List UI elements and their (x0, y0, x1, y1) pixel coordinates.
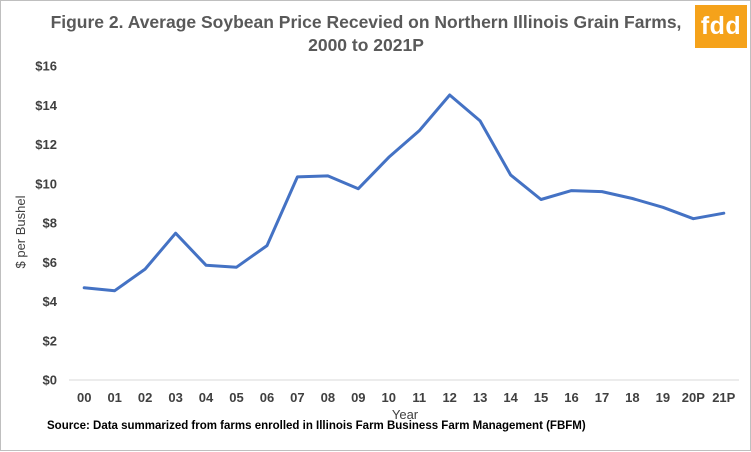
x-tick-label: 09 (351, 390, 365, 405)
chart-title-line-2: 2000 to 2021P (308, 35, 424, 55)
y-tick-label: $10 (35, 176, 57, 191)
x-tick-label: 16 (564, 390, 578, 405)
y-tick-label: $2 (43, 333, 57, 348)
x-tick-label: 01 (107, 390, 121, 405)
x-tick-label: 00 (77, 390, 91, 405)
x-tick-label: 04 (199, 390, 214, 405)
y-tick-label: $8 (43, 216, 57, 231)
x-tick-label: 02 (138, 390, 152, 405)
x-tick-label: 14 (503, 390, 518, 405)
x-tick-label: 12 (442, 390, 456, 405)
y-tick-label: $16 (35, 59, 57, 74)
x-tick-label: 08 (321, 390, 335, 405)
x-tick-label: 10 (382, 390, 396, 405)
y-axis-title: $ per Bushel (13, 195, 28, 268)
x-tick-label: 13 (473, 390, 487, 405)
x-tick-label: 21P (712, 390, 735, 405)
fdd-logo: fdd (695, 5, 747, 48)
x-tick-label: 20P (682, 390, 705, 405)
x-tick-label: 17 (595, 390, 609, 405)
y-tick-label: $4 (43, 294, 58, 309)
x-axis-title: Year (392, 407, 419, 422)
y-tick-label: $0 (43, 373, 57, 388)
chart-title-line-1: Figure 2. Average Soybean Price Recevied… (50, 12, 682, 32)
x-tick-label: 18 (625, 390, 639, 405)
x-tick-label: 05 (229, 390, 243, 405)
x-tick-label: 11 (412, 390, 426, 405)
chart-title: Figure 2. Average Soybean Price Recevied… (21, 11, 711, 57)
series-line (82, 93, 726, 293)
y-tick-label: $12 (35, 137, 57, 152)
x-tick-label: 19 (656, 390, 670, 405)
x-tick-label: 03 (168, 390, 182, 405)
x-tick-label: 07 (290, 390, 304, 405)
y-tick-label: $6 (43, 255, 57, 270)
source-note: Source: Data summarized from farms enrol… (47, 420, 586, 432)
x-tick-label: 15 (534, 390, 548, 405)
x-axis-ticks: 00 01 02 03 04 05 06 07 08 09 10 11 12 13 14 15 16 17 18 19… (77, 390, 736, 405)
y-axis-ticks: $0 $2 $4 $6 $8 $10 $12 $14 $16 (35, 59, 57, 388)
x-tick-label: 06 (260, 390, 274, 405)
y-tick-label: $14 (35, 98, 57, 113)
